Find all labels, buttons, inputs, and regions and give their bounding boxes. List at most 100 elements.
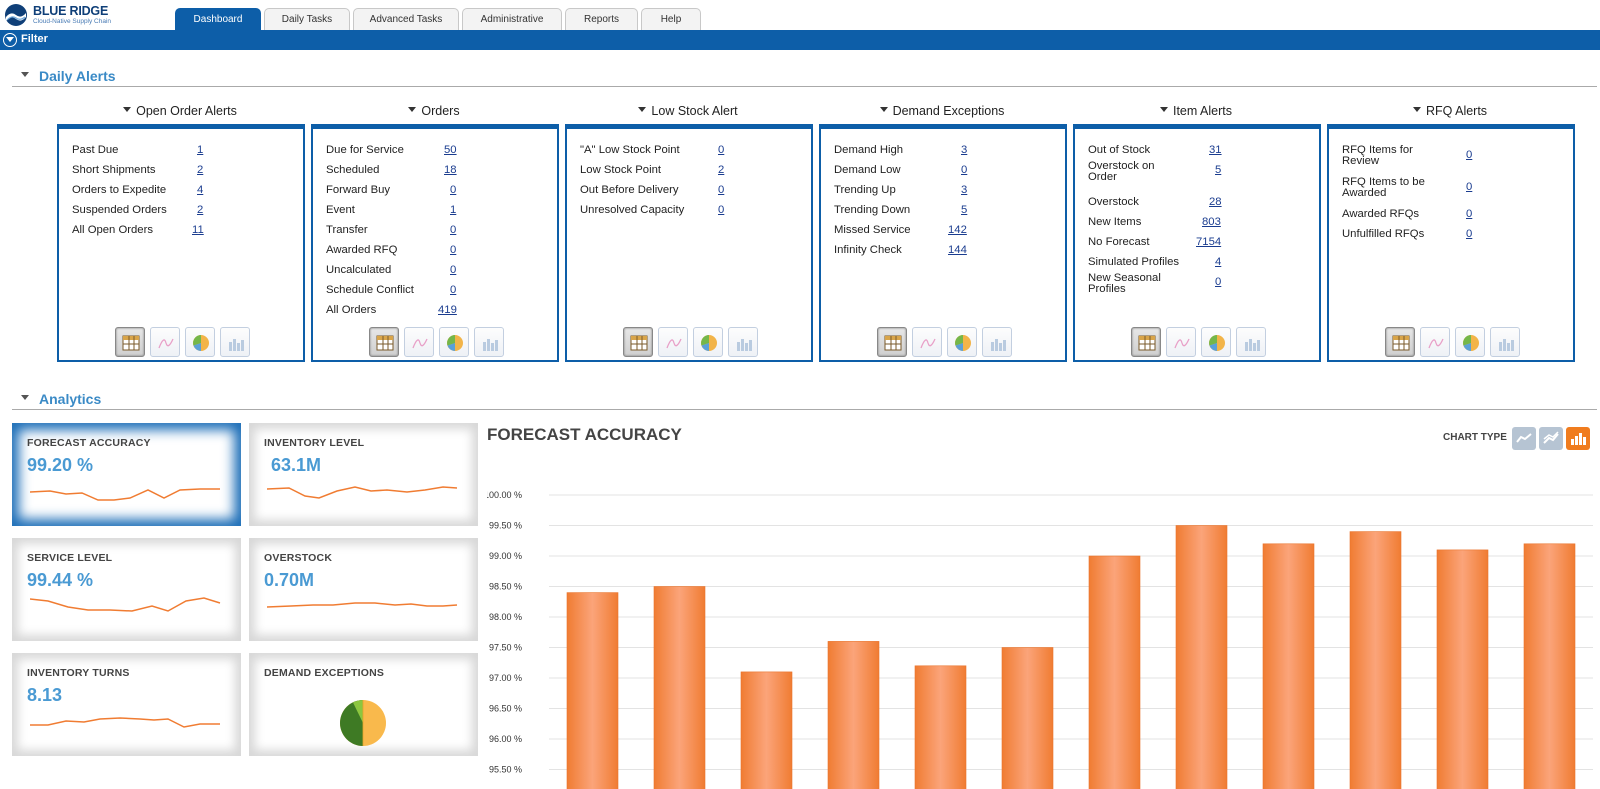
alert-count-link[interactable]: 1 bbox=[450, 204, 457, 216]
chart-bar[interactable] bbox=[566, 592, 619, 789]
line-view-button[interactable] bbox=[658, 327, 688, 357]
alert-count-link[interactable]: 28 bbox=[1209, 196, 1222, 208]
table-view-button[interactable] bbox=[369, 327, 399, 357]
panel-title-rfq-alerts[interactable]: RFQ Alerts bbox=[1327, 104, 1573, 118]
tab-advanced-tasks[interactable]: Advanced Tasks bbox=[353, 8, 459, 30]
kpi-inventory-level[interactable]: INVENTORY LEVEL 63.1M bbox=[249, 423, 478, 526]
bar-view-button[interactable] bbox=[1236, 327, 1266, 357]
pie-view-button[interactable] bbox=[947, 327, 977, 357]
brand-logo[interactable]: BLUE RIDGE Cloud-Native Supply Chain bbox=[4, 3, 114, 27]
filter-toggle-icon[interactable] bbox=[3, 33, 17, 47]
filter-bar[interactable]: Filter bbox=[0, 30, 1600, 50]
alert-count-link[interactable]: 144 bbox=[948, 244, 967, 256]
alert-count-link[interactable]: 142 bbox=[948, 224, 967, 236]
table-view-button[interactable] bbox=[115, 327, 145, 357]
chart-bar[interactable] bbox=[1088, 555, 1141, 789]
pie-view-button[interactable] bbox=[185, 327, 215, 357]
alert-count-link[interactable]: 0 bbox=[1466, 208, 1473, 220]
alert-count-link[interactable]: 0 bbox=[450, 264, 457, 276]
alert-count-link[interactable]: 0 bbox=[718, 144, 725, 156]
line-view-button[interactable] bbox=[150, 327, 180, 357]
alert-count-link[interactable]: 0 bbox=[718, 204, 725, 216]
alert-count-link[interactable]: 0 bbox=[450, 224, 457, 236]
chart-bar[interactable] bbox=[827, 641, 880, 789]
bar-view-button[interactable] bbox=[728, 327, 758, 357]
alert-count-link[interactable]: 5 bbox=[1215, 164, 1222, 176]
pie-view-button[interactable] bbox=[439, 327, 469, 357]
alert-count-link[interactable]: 0 bbox=[450, 284, 457, 296]
line-view-button[interactable] bbox=[404, 327, 434, 357]
panel-title-low-stock-alert[interactable]: Low Stock Alert bbox=[565, 104, 811, 118]
line-view-button[interactable] bbox=[912, 327, 942, 357]
alert-count-link[interactable]: 0 bbox=[450, 244, 457, 256]
filter-label[interactable]: Filter bbox=[21, 33, 48, 45]
pie-view-button[interactable] bbox=[1455, 327, 1485, 357]
collapse-triangle-icon[interactable] bbox=[21, 72, 29, 77]
alert-count-link[interactable]: 18 bbox=[444, 164, 457, 176]
alert-count-link[interactable]: 0 bbox=[1466, 149, 1473, 161]
tab-administrative[interactable]: Administrative bbox=[462, 8, 562, 30]
panel-title-orders[interactable]: Orders bbox=[311, 104, 557, 118]
alert-count-link[interactable]: 3 bbox=[961, 144, 968, 156]
alert-count-link[interactable]: 50 bbox=[444, 144, 457, 156]
pie-view-button[interactable] bbox=[1201, 327, 1231, 357]
alert-count-link[interactable]: 0 bbox=[450, 184, 457, 196]
kpi-forecast-accuracy[interactable]: FORECAST ACCURACY 99.20 % bbox=[12, 423, 241, 526]
panel-title-open-order-alerts[interactable]: Open Order Alerts bbox=[57, 104, 303, 118]
panel-title-item-alerts[interactable]: Item Alerts bbox=[1073, 104, 1319, 118]
chart-bar[interactable] bbox=[653, 586, 706, 789]
alert-count-link[interactable]: 419 bbox=[438, 304, 457, 316]
pie-view-button[interactable] bbox=[693, 327, 723, 357]
bar-view-button[interactable] bbox=[220, 327, 250, 357]
alert-count-link[interactable]: 5 bbox=[961, 204, 968, 216]
table-view-button[interactable] bbox=[1385, 327, 1415, 357]
alert-count-link[interactable]: 1 bbox=[197, 144, 204, 156]
line-view-button[interactable] bbox=[1420, 327, 1450, 357]
alert-count-link[interactable]: 0 bbox=[1466, 228, 1473, 240]
alert-count-link[interactable]: 0 bbox=[718, 184, 725, 196]
collapse-triangle-icon[interactable] bbox=[21, 395, 29, 400]
tab-help[interactable]: Help bbox=[641, 8, 701, 30]
alert-count-link[interactable]: 4 bbox=[197, 184, 204, 196]
bar-view-button[interactable] bbox=[1490, 327, 1520, 357]
chart-bar[interactable] bbox=[1436, 549, 1489, 789]
table-view-button[interactable] bbox=[623, 327, 653, 357]
analytics-header[interactable]: Analytics bbox=[12, 390, 1597, 410]
chart-bar[interactable] bbox=[1262, 543, 1315, 789]
alert-count-link[interactable]: 3 bbox=[961, 184, 968, 196]
alert-count-link[interactable]: 0 bbox=[1215, 276, 1222, 288]
alert-count-link[interactable]: 2 bbox=[197, 204, 204, 216]
panel-title-demand-exceptions[interactable]: Demand Exceptions bbox=[819, 104, 1065, 118]
chart-bar[interactable] bbox=[1523, 543, 1576, 789]
bar-view-button[interactable] bbox=[982, 327, 1012, 357]
alert-count-link[interactable]: 2 bbox=[197, 164, 204, 176]
chart-bar[interactable] bbox=[740, 671, 793, 789]
table-view-button[interactable] bbox=[877, 327, 907, 357]
kpi-overstock[interactable]: OVERSTOCK 0.70M bbox=[249, 538, 478, 641]
kpi-demand-exceptions[interactable]: DEMAND EXCEPTIONS bbox=[249, 653, 478, 756]
line-view-button[interactable] bbox=[1166, 327, 1196, 357]
bar-view-button[interactable] bbox=[474, 327, 504, 357]
tab-daily-tasks[interactable]: Daily Tasks bbox=[264, 8, 350, 30]
alert-count-link[interactable]: 803 bbox=[1202, 216, 1221, 228]
chart-bar[interactable] bbox=[1175, 525, 1228, 789]
kpi-service-level[interactable]: SERVICE LEVEL 99.44 % bbox=[12, 538, 241, 641]
alert-count-link[interactable]: 11 bbox=[192, 224, 204, 236]
chart-type-line-button[interactable] bbox=[1512, 427, 1536, 450]
chart-bar[interactable] bbox=[914, 665, 967, 789]
chart-type-bar-button[interactable] bbox=[1566, 427, 1590, 450]
alert-count-link[interactable]: 2 bbox=[718, 164, 725, 176]
chart-bar[interactable] bbox=[1349, 531, 1402, 789]
tab-reports[interactable]: Reports bbox=[565, 8, 638, 30]
alert-count-link[interactable]: 4 bbox=[1215, 256, 1222, 268]
table-view-button[interactable] bbox=[1131, 327, 1161, 357]
chart-type-area-button[interactable] bbox=[1539, 427, 1563, 450]
tab-dashboard[interactable]: Dashboard bbox=[175, 8, 261, 30]
chart-bar[interactable] bbox=[1001, 647, 1054, 789]
daily-alerts-header[interactable]: Daily Alerts bbox=[12, 67, 1597, 87]
alert-count-link[interactable]: 0 bbox=[1466, 181, 1473, 193]
alert-count-link[interactable]: 7154 bbox=[1196, 236, 1222, 248]
kpi-inventory-turns[interactable]: INVENTORY TURNS 8.13 bbox=[12, 653, 241, 756]
alert-count-link[interactable]: 0 bbox=[961, 164, 968, 176]
alert-count-link[interactable]: 31 bbox=[1209, 144, 1222, 156]
